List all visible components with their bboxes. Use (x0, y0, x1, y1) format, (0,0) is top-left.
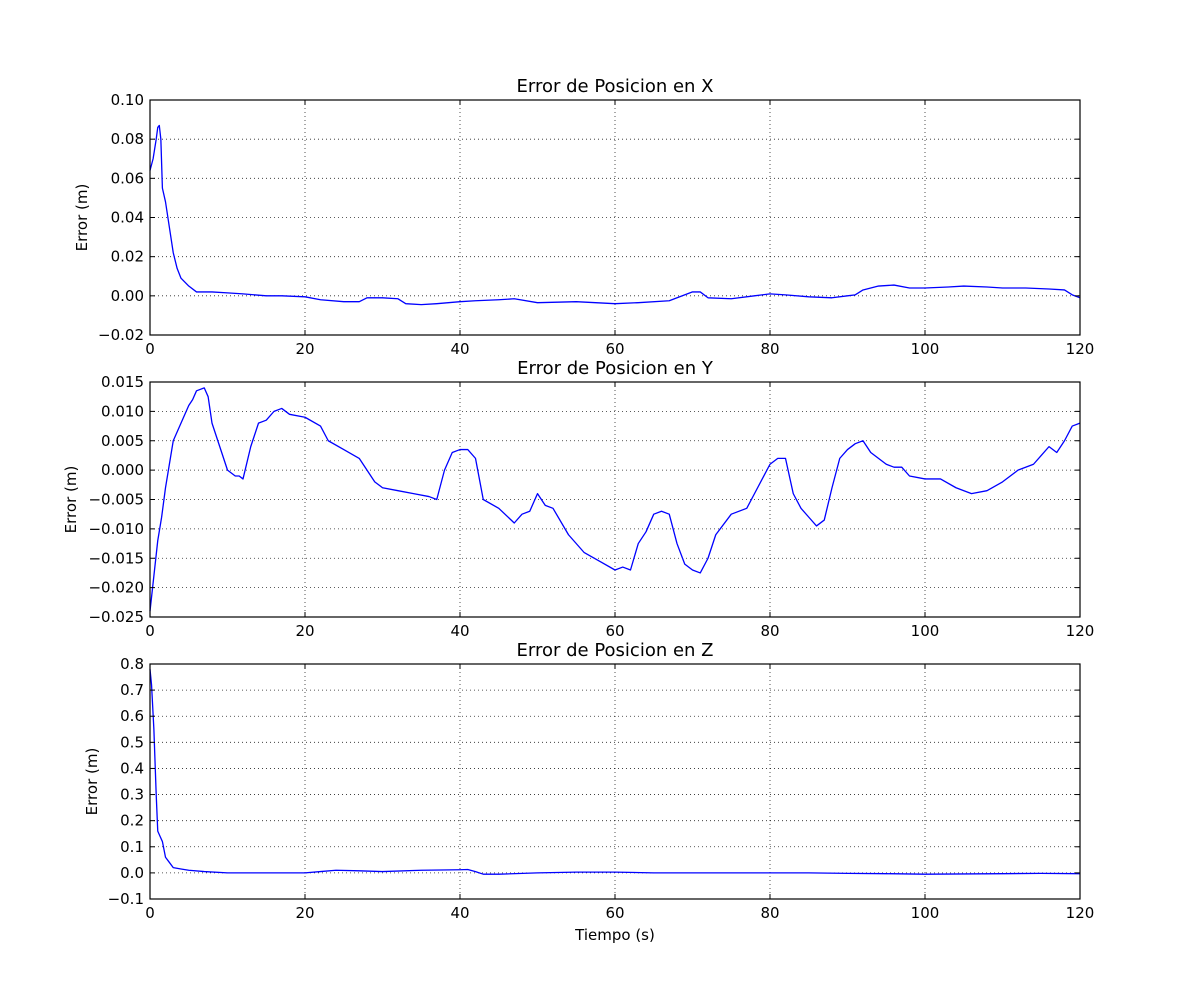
x-tick-label: 120 (1066, 622, 1095, 640)
x-tick-label: 40 (450, 622, 469, 640)
x-tick-label: 0 (145, 340, 155, 358)
y-tick-label: 0.06 (111, 169, 144, 187)
x-tick-label: 100 (911, 904, 940, 922)
y-tick-label: 0.5 (120, 733, 144, 751)
x-tick-label: 120 (1066, 340, 1095, 358)
x-tick-label: 80 (760, 904, 779, 922)
y-tick-label: 0.08 (111, 130, 144, 148)
series-line (149, 124, 1081, 306)
x-tick-label: 80 (760, 340, 779, 358)
chart-panel-2: 0 20 40 60 80 100 120 −0.025 −0.020 −0.015 −0.010 −… (62, 358, 1094, 640)
x-tick-label: 0 (145, 904, 155, 922)
x-axis-label: Tiempo (s) (574, 926, 655, 944)
y-tick-label: −0.010 (88, 520, 144, 538)
y-tick-label: −0.020 (88, 579, 144, 597)
series-line (149, 387, 1081, 612)
x-tick-label: 20 (295, 340, 314, 358)
y-tick-label: 0.010 (101, 402, 144, 420)
x-tick-label: 60 (605, 622, 624, 640)
chart-panel-3: 0 20 40 60 80 100 120 −0.1 0.0 0.1 0.2 0.3 0.4 0.5 0.6… (83, 640, 1094, 944)
y-tick-label: 0.04 (111, 209, 144, 227)
y-tick-label: 0.6 (120, 707, 144, 725)
y-tick-label: 0.3 (120, 786, 144, 804)
x-tick-label: 60 (605, 340, 624, 358)
y-tick-label: −0.02 (98, 326, 144, 344)
y-tick-label: −0.015 (88, 549, 144, 567)
y-tick-label: 0.000 (101, 461, 144, 479)
y-tick-label: 0.4 (120, 759, 144, 777)
x-tick-label: 20 (295, 622, 314, 640)
y-tick-label: 0.005 (101, 432, 144, 450)
y-axis-label: Error (m) (62, 466, 80, 534)
y-axis-label: Error (m) (73, 184, 91, 252)
y-tick-label: −0.005 (88, 491, 144, 509)
x-tick-label: 100 (911, 340, 940, 358)
x-tick-label: 100 (911, 622, 940, 640)
y-tick-label: −0.025 (88, 608, 144, 626)
x-tick-label: 20 (295, 904, 314, 922)
x-tick-label: 120 (1066, 904, 1095, 922)
x-tick-label: 40 (450, 904, 469, 922)
y-tick-label: 0.02 (111, 248, 144, 266)
y-tick-label: 0.10 (111, 91, 144, 109)
y-tick-label: 0.7 (120, 681, 144, 699)
y-tick-label: 0.015 (101, 373, 144, 391)
x-tick-label: 40 (450, 340, 469, 358)
y-tick-label: 0.2 (120, 812, 144, 830)
chart-title: Error de Posicion en Z (517, 640, 714, 661)
x-tick-label: 0 (145, 622, 155, 640)
chart-title: Error de Posicion en X (517, 76, 714, 97)
x-tick-label: 80 (760, 622, 779, 640)
y-tick-label: 0.1 (120, 838, 144, 856)
chart-title: Error de Posicion en Y (517, 358, 714, 379)
series-line (149, 669, 1081, 875)
y-axis-label: Error (m) (83, 748, 101, 816)
y-tick-label: 0.00 (111, 287, 144, 305)
y-tick-label: 0.0 (120, 864, 144, 882)
y-tick-label: −0.1 (108, 890, 144, 908)
chart-panel-1: 0 20 40 60 80 100 120 −0.02 0.00 0.02 0.04 0.06 0.08… (73, 76, 1094, 358)
x-tick-label: 60 (605, 904, 624, 922)
y-tick-label: 0.8 (120, 655, 144, 673)
